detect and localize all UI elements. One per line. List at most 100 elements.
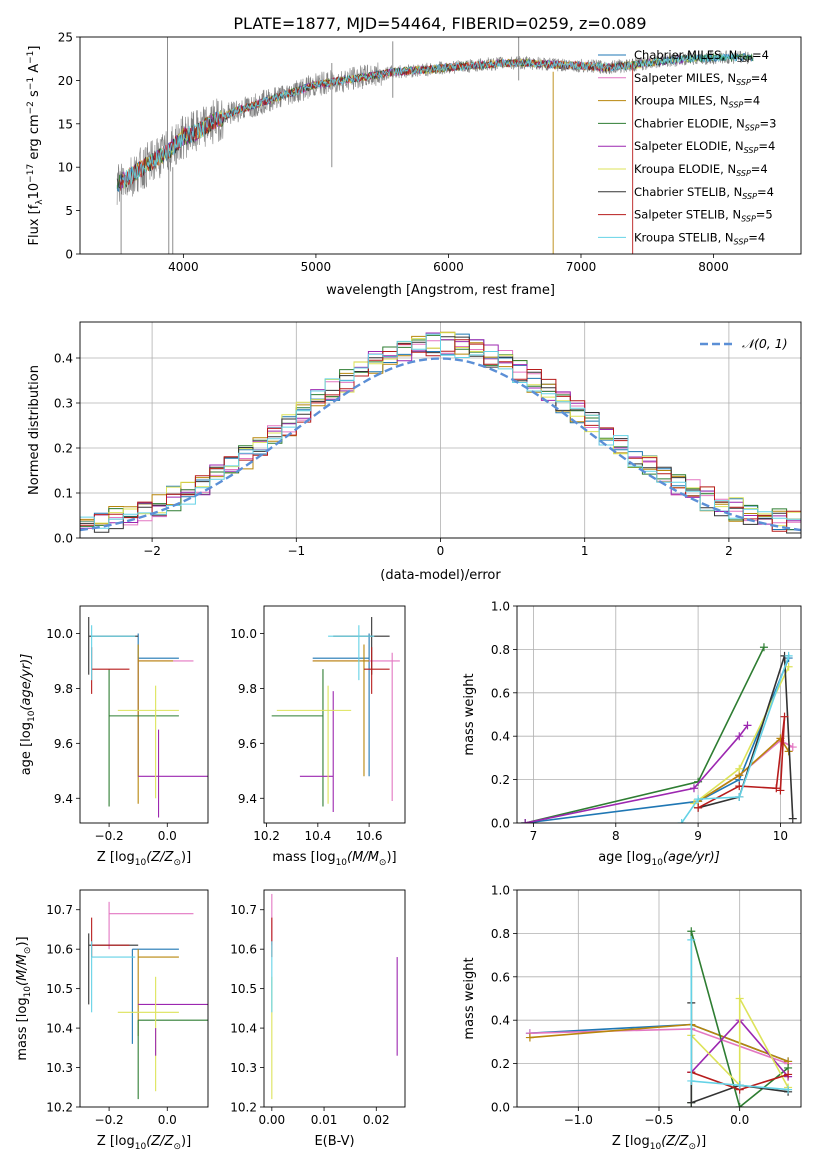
x-axis-label: Z [log10(Z/Z⊙)] [97, 850, 191, 868]
series-point [687, 927, 696, 936]
series-point [694, 795, 703, 804]
x-tick-label: −0.5 [644, 1113, 673, 1127]
axes-frame [263, 605, 406, 824]
y-axis-label: Normed distribution [27, 365, 42, 495]
y-tick-label: 9.6 [54, 737, 73, 751]
x-axis-label: mass [log10(M/M⊙)] [272, 850, 396, 868]
x-tick-label: 0.01 [311, 1113, 338, 1127]
axes-frame [516, 605, 802, 824]
figure-title: PLATE=1877, MJD=54464, FIBERID=0259, z=0… [233, 14, 646, 33]
spectrum-model-line [116, 53, 712, 189]
x-tick-label: 10.6 [356, 829, 383, 843]
errorbars [88, 901, 208, 1100]
spectrum-model-line [119, 58, 634, 191]
x-tick-label: −0.2 [95, 1113, 124, 1127]
series-point [788, 743, 797, 752]
x-tick-label: 5000 [301, 260, 332, 274]
x-axis-label: wavelength [Angstrom, rest frame] [326, 283, 555, 298]
y-tick-label: 1.0 [491, 600, 510, 614]
age_vs_Z-panel: −0.2 0.0 9.4 9.6 9.8 10.0 Z [log10(Z/Z⊙)] age [… [19, 605, 209, 868]
series-point [525, 1033, 534, 1042]
series-point [521, 819, 530, 823]
series-point [735, 994, 744, 1003]
legend-label: Kroupa MILES, NSSP=4 [634, 94, 760, 110]
y-tick-label: 9.4 [238, 792, 257, 806]
axes-frame [79, 36, 802, 255]
y-axis-label: age [log10(age/yr)] [19, 654, 37, 776]
legend-label: Salpeter MILES, NSSP=4 [634, 71, 768, 87]
y-tick-label: 0.4 [54, 352, 73, 366]
legend-label: Salpeter STELIB, NSSP=5 [634, 208, 773, 224]
y-tick-label: 25 [58, 31, 73, 45]
series-point [776, 786, 785, 795]
x-tick-label: −1.0 [564, 1113, 593, 1127]
y-tick-label: 0.4 [491, 730, 510, 744]
x-tick-label: 0.0 [730, 1113, 749, 1127]
x-tick-label: 0.0 [158, 829, 177, 843]
age_vs_mass-panel: 10.2 10.4 10.6 9.4 9.6 9.8 10.0 mass [log10(M/M… [230, 605, 406, 868]
y-tick-label: 0 [65, 248, 73, 262]
series-point [780, 712, 789, 721]
y-tick-label: 0.0 [54, 532, 73, 546]
y-tick-label: 10.3 [46, 1061, 73, 1075]
y-tick-label: 10.2 [230, 1101, 257, 1115]
spectrum-legend: Chabrier MILES, NSSP=4 Salpeter MILES, NS… [598, 48, 776, 246]
series-point [788, 814, 797, 823]
y-tick-label: 10.0 [46, 627, 73, 641]
y-tick-label: 20 [58, 74, 73, 88]
x-tick-label: 0.0 [158, 1113, 177, 1127]
legend-label: Chabrier STELIB, NSSP=4 [634, 185, 774, 201]
axes-frame [79, 605, 209, 824]
y-tick-label: 0.2 [54, 442, 73, 456]
y-tick-label: 0.6 [491, 686, 510, 700]
spectrum-panel: 4000 5000 6000 7000 8000 0 5 10 15 20 25 wavelength… [26, 31, 802, 298]
x-tick-label: 4000 [168, 260, 199, 274]
y-tick-label: 0.4 [491, 1014, 510, 1028]
y-tick-label: 0.0 [491, 817, 510, 831]
mass_vs_Z-panel: −0.2 0.0 10.2 10.3 10.4 10.5 10.6 10.7 Z [log10(… [15, 889, 209, 1152]
x-tick-label: 0 [437, 544, 445, 558]
x-tick-label: 2 [725, 544, 733, 558]
axes-frame [516, 889, 802, 1108]
residuals-panel: −2 −1 0 1 2 0.0 0.1 0.2 0.3 0.4 𝒩(0, 1) (data-model… [27, 321, 802, 583]
legend-label: 𝒩(0, 1) [742, 336, 788, 351]
x-tick-label: −1 [287, 544, 305, 558]
y-tick-label: 10.3 [230, 1061, 257, 1075]
legend-label: Chabrier MILES, NSSP=4 [634, 48, 769, 64]
series-point [772, 784, 781, 793]
legend-label: Kroupa STELIB, NSSP=4 [634, 230, 765, 246]
errorbars [271, 893, 398, 1100]
axes-frame [79, 889, 209, 1108]
series-point [735, 732, 744, 741]
series-point [735, 1081, 744, 1090]
x-tick-label: 10 [773, 829, 788, 843]
weight_vs_age-panel: 7 8 9 10 0.0 0.2 0.4 0.6 0.8 1.0 age [log10(age/yr… [462, 600, 802, 868]
series-line [690, 939, 789, 1091]
x-tick-label: 10.2 [253, 829, 280, 843]
x-tick-label: 10.4 [304, 829, 331, 843]
series-point [784, 1070, 793, 1079]
y-tick-label: 10.7 [230, 903, 257, 917]
x-tick-label: 7 [530, 829, 538, 843]
x-tick-label: −0.2 [95, 829, 124, 843]
errorbars [88, 616, 208, 818]
legend-label: Salpeter ELODIE, NSSP=4 [634, 139, 775, 155]
axes-frame [79, 321, 802, 539]
series-lines [521, 643, 797, 823]
y-tick-label: 0.2 [491, 1057, 510, 1071]
x-axis-label: Z [log10(Z/Z⊙)] [97, 1134, 191, 1152]
series-line [697, 737, 790, 802]
y-tick-label: 10.6 [46, 943, 73, 957]
y-axis-label: mass weight [462, 957, 477, 1039]
series-point [735, 764, 744, 773]
x-tick-label: 9 [694, 829, 702, 843]
y-axis-label: mass weight [462, 673, 477, 755]
y-tick-label: 9.8 [238, 682, 257, 696]
y-tick-label: 0.6 [491, 970, 510, 984]
spectrum-lines [116, 37, 754, 254]
histogram-step [80, 333, 801, 529]
y-axis-label: mass [log10(M/M⊙)] [15, 936, 33, 1060]
x-tick-label: 6000 [433, 260, 464, 274]
y-tick-label: 9.8 [54, 682, 73, 696]
